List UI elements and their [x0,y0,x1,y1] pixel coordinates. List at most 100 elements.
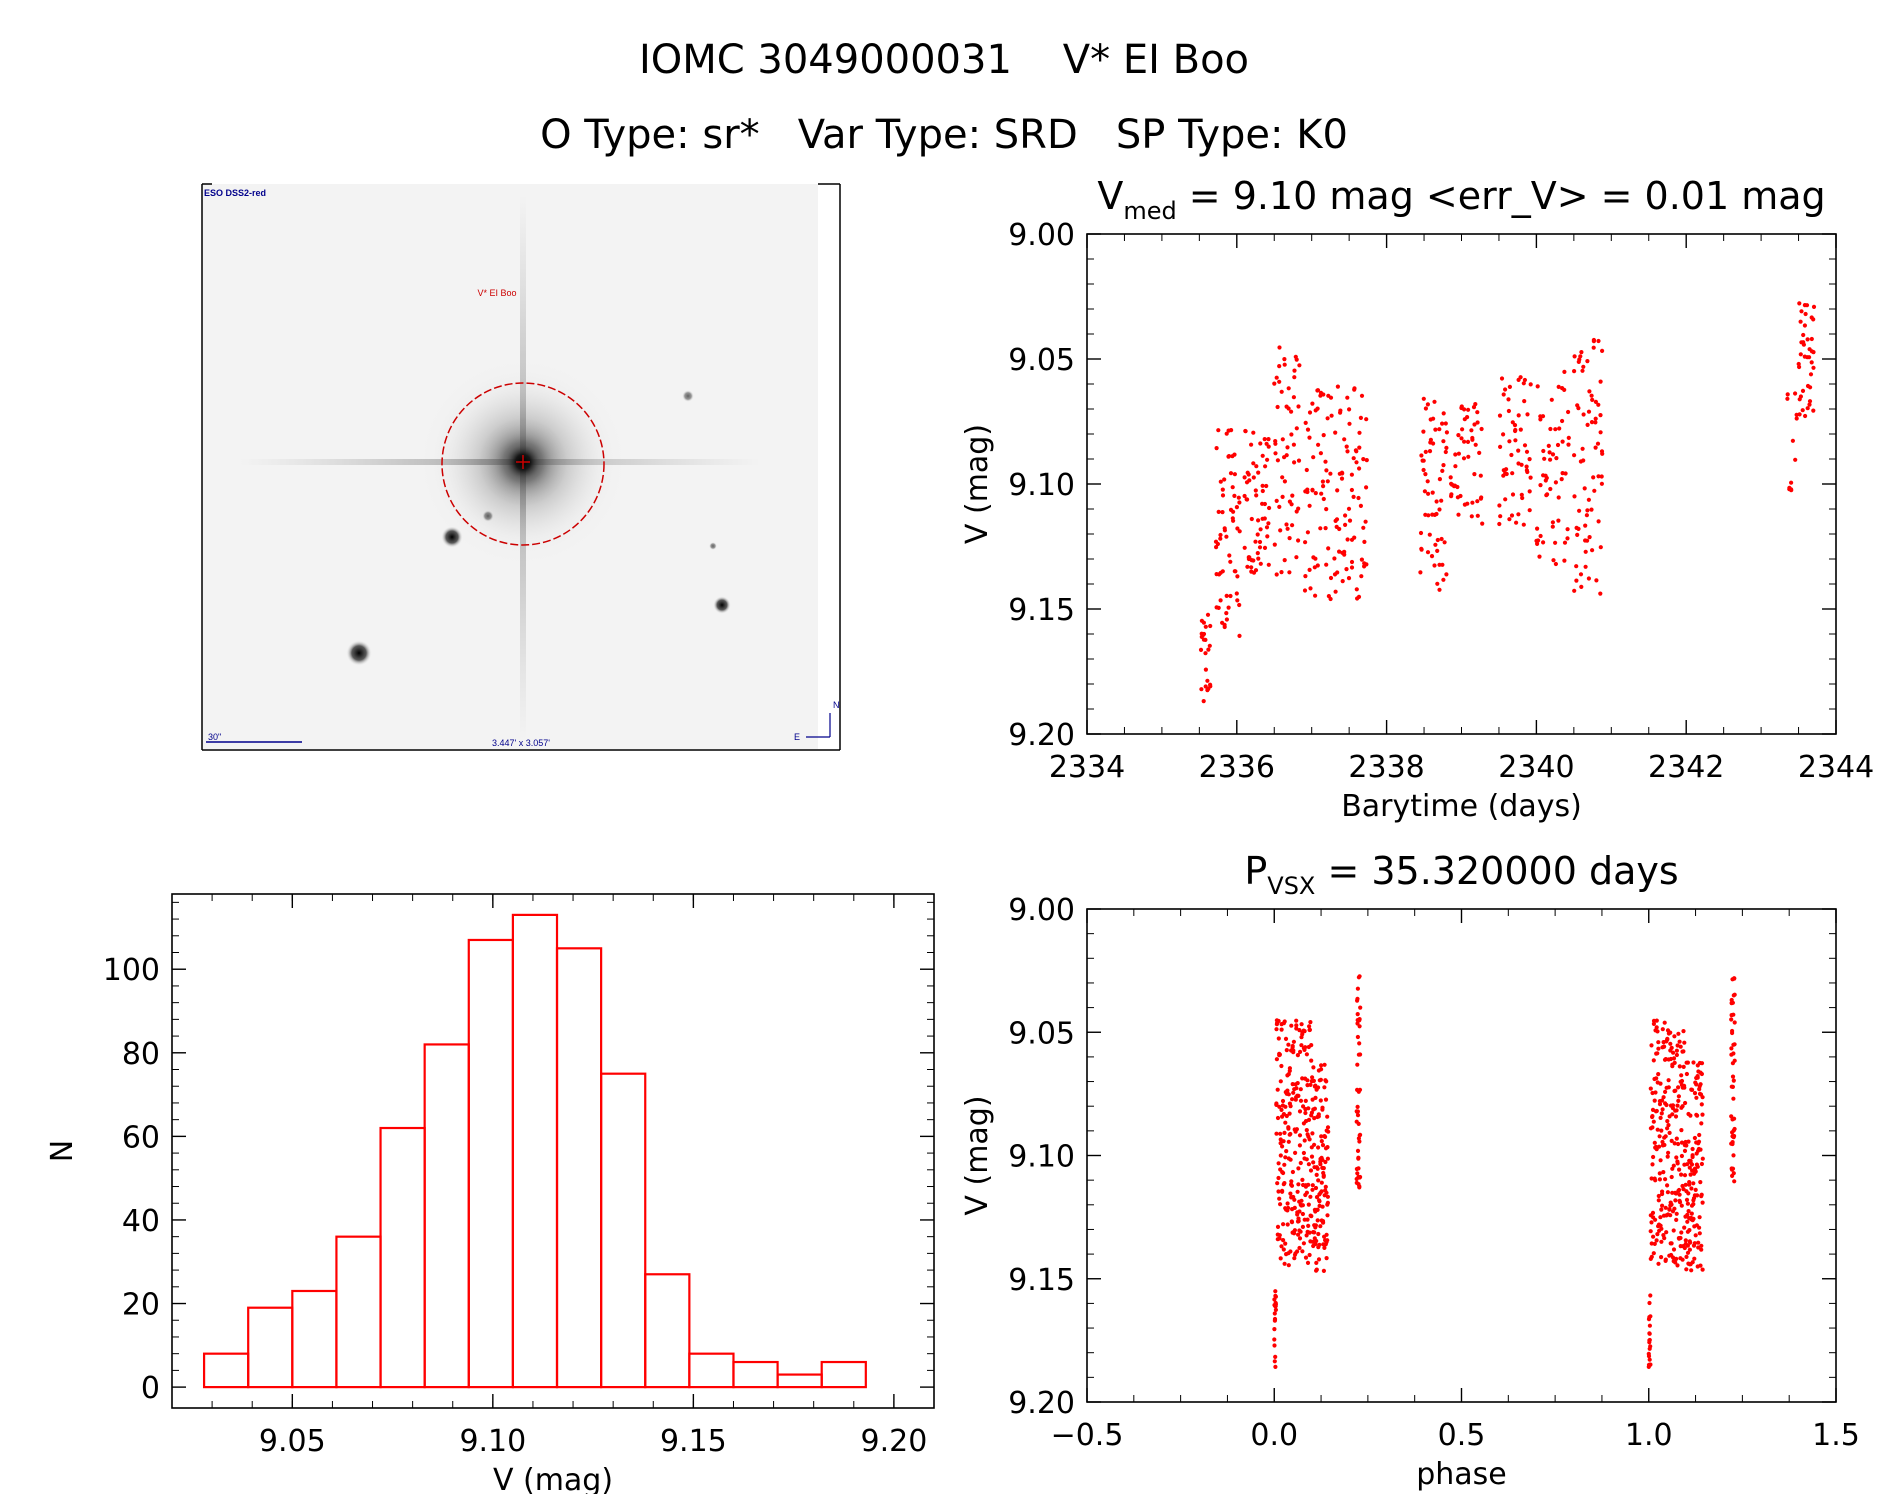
data-point [1286,386,1291,391]
data-point [1316,1085,1321,1090]
data-point [1280,1114,1285,1119]
data-point [1264,525,1270,530]
data-point [1298,1098,1304,1103]
data-point [1469,514,1474,519]
data-point [1203,651,1208,656]
data-point [1358,1174,1363,1180]
histogram-bar [644,1273,691,1389]
data-point [1292,375,1297,380]
data-point [1793,391,1798,396]
data-point [1599,481,1604,486]
data-point [1460,427,1465,432]
data-point [1328,471,1333,476]
data-point [1664,1230,1669,1235]
data-point [1470,500,1475,505]
data-point [1222,526,1227,531]
data-point [1541,540,1546,545]
data-point [1423,512,1428,517]
data-point [1695,1113,1700,1118]
data-point [1363,519,1368,524]
data-point [1201,631,1207,637]
data-point [1656,1198,1661,1203]
data-point [1648,1086,1653,1091]
data-point [1337,549,1342,554]
plot-frame [1086,908,1837,1403]
data-point [1497,503,1502,508]
x-axis-label: Barytime (days) [1341,789,1582,824]
data-point [1289,1219,1294,1224]
data-point [1516,448,1521,453]
finder-chart: ESO DSS2-red V* EI Boo 30" 3.447' x 3.05… [201,183,841,751]
data-point [1234,505,1239,510]
data-point [1309,1110,1314,1115]
data-point [1346,506,1352,511]
data-point [1333,589,1338,594]
data-point [1730,1074,1736,1079]
data-point [1359,574,1364,579]
data-point [1459,436,1464,441]
data-point [1358,503,1363,508]
data-point [1332,556,1337,561]
data-point [1251,475,1256,480]
data-point [1307,410,1313,415]
data-point [1293,1129,1298,1134]
data-point [1272,1327,1277,1332]
data-point [1478,473,1483,478]
data-point [1256,470,1261,475]
data-point [1584,513,1589,518]
y-axis-label: V (mag) [960,424,995,544]
data-point [1808,372,1814,377]
x-tick-label: 9.15 [660,1424,727,1459]
data-point [1572,588,1577,593]
data-point [1311,1065,1316,1070]
data-point [1453,452,1458,457]
data-point [1316,1245,1321,1250]
data-point [1273,451,1278,456]
data-point [1676,1141,1681,1147]
data-point [1667,1253,1672,1258]
data-point [1596,402,1601,407]
data-point [1232,452,1237,457]
data-point [1653,1028,1658,1033]
data-point [1662,1020,1667,1025]
data-point [1685,1219,1690,1224]
data-point [1328,596,1333,602]
data-point [1323,1159,1328,1165]
data-point [1218,598,1223,603]
data-point [1299,1043,1304,1048]
data-point [1309,1154,1315,1159]
data-point [1340,579,1345,584]
data-point [1198,647,1204,653]
y-tick-label: 40 [122,1204,160,1239]
data-point [1282,479,1287,484]
data-point [1226,454,1232,459]
y-tick-label: 9.20 [1008,1386,1075,1421]
data-point [1303,420,1308,425]
data-point [1663,1205,1668,1210]
data-point [1278,1079,1283,1084]
data-point [1290,1207,1295,1212]
data-point [1693,1187,1698,1192]
data-point [1695,1264,1700,1269]
data-point [1700,1267,1705,1272]
field-star [346,640,372,666]
data-point [1352,386,1357,391]
data-point [1441,439,1446,444]
data-point [1598,545,1603,550]
data-point [1452,484,1457,489]
data-point [1696,1245,1701,1250]
data-point [1311,1160,1316,1165]
data-point [1362,539,1367,545]
data-point [1437,562,1442,567]
data-point [1349,487,1354,493]
y-tick-label: 0 [141,1371,160,1406]
data-point [1506,408,1511,414]
data-point [1316,1145,1321,1150]
data-point [1559,477,1564,482]
data-point [1562,540,1568,545]
data-point [1228,593,1233,599]
data-point [1699,1061,1705,1066]
data-point [1432,399,1437,404]
data-point [1553,480,1558,485]
data-point [1224,593,1229,599]
